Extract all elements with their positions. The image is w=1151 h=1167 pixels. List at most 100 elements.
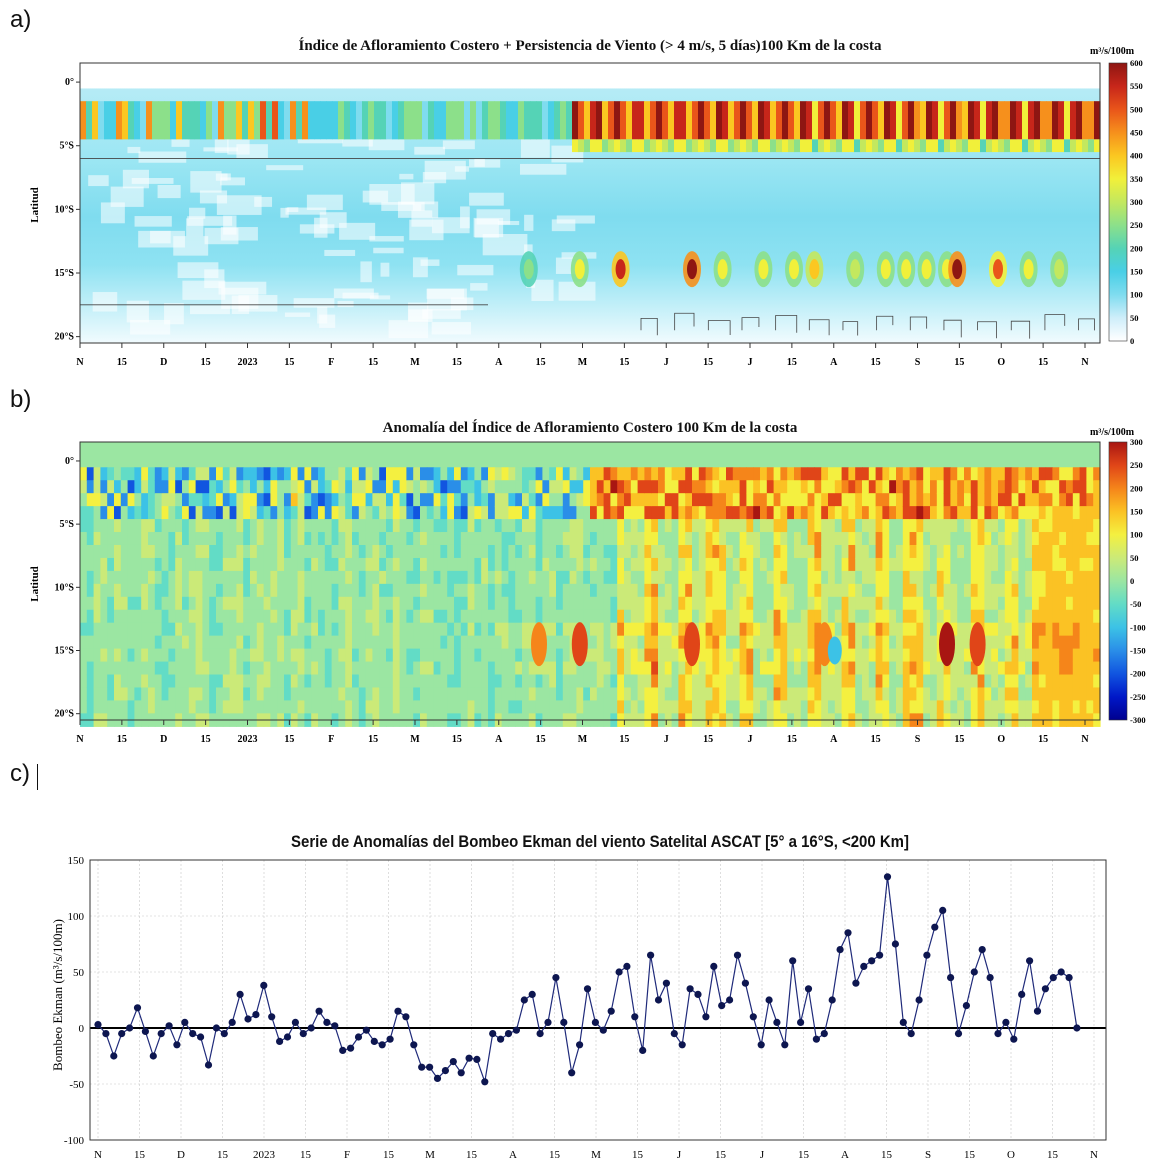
b-cell: [1072, 583, 1081, 598]
b-cell: [1059, 467, 1067, 481]
b-cell: [800, 570, 809, 585]
a-cell: [998, 101, 1005, 140]
b-cell: [535, 532, 543, 546]
a-cell: [920, 101, 927, 140]
b-cell: [1052, 674, 1060, 689]
b-cell: [556, 557, 564, 572]
b-cell: [324, 700, 333, 714]
b-cell: [977, 700, 985, 714]
b-cell: [86, 467, 95, 481]
b-cell: [1004, 609, 1013, 624]
b-cell: [1093, 674, 1101, 689]
b-cell: [406, 570, 414, 585]
b-cell: [168, 583, 176, 598]
b-cell: [807, 609, 815, 624]
b-cell: [440, 557, 448, 572]
b-xtick-label: 15: [117, 734, 127, 745]
b-cell: [256, 570, 265, 585]
b-cell: [651, 493, 659, 507]
b-cell: [1032, 648, 1040, 663]
b-cell: [671, 687, 679, 702]
a-cell: [542, 101, 549, 140]
b-cell: [671, 635, 679, 650]
b-cell: [1093, 583, 1101, 598]
b-cell: [107, 609, 115, 624]
b-cell: [868, 609, 877, 624]
b-cell: [216, 661, 224, 676]
a-cell: [1076, 101, 1083, 140]
b-cell: [902, 519, 911, 533]
b-cell: [1018, 480, 1026, 494]
a-cell: [314, 101, 321, 140]
b-cell: [406, 674, 414, 689]
b-cell: [630, 687, 639, 702]
b-cell: [358, 648, 367, 663]
b-cell: [957, 622, 965, 637]
b-cell: [290, 635, 299, 650]
b-cell: [957, 635, 965, 650]
b-cell: [1093, 635, 1101, 650]
b-cell: [875, 609, 883, 624]
b-cell: [290, 596, 299, 611]
b-cell: [828, 661, 836, 676]
b-cell: [930, 557, 938, 572]
a-cell: [638, 139, 645, 153]
b-cell: [1072, 557, 1081, 572]
b-cell: [726, 648, 734, 663]
b-cell: [141, 493, 149, 507]
b-cell: [834, 544, 843, 559]
b-cell: [862, 467, 870, 481]
b-cell: [528, 596, 537, 611]
a-cell: [474, 218, 499, 238]
b-cell: [250, 544, 258, 559]
a-cell: [482, 233, 528, 256]
b-cell: [1045, 493, 1053, 507]
b-cell: [86, 635, 95, 650]
b-cell: [991, 519, 999, 533]
b-cell: [318, 687, 326, 702]
b-cell: [807, 674, 815, 689]
b-cell: [630, 570, 639, 585]
b-cell: [1079, 506, 1087, 520]
b-cell: [100, 661, 108, 676]
text-cursor: [37, 764, 38, 790]
b-cell: [664, 544, 673, 559]
c-data-point: [931, 923, 939, 931]
b-cell: [685, 700, 693, 714]
b-cell: [991, 700, 999, 714]
b-cell: [236, 519, 244, 533]
b-cell: [216, 648, 224, 663]
b-cell: [984, 532, 992, 546]
b-cell: [528, 544, 537, 559]
b-cell: [263, 480, 271, 494]
b-cell: [481, 687, 489, 702]
b-cell: [331, 700, 339, 714]
b-cell: [896, 674, 904, 689]
b-cell: [406, 519, 414, 533]
c-data-point: [947, 974, 955, 982]
b-cell: [692, 583, 700, 598]
b-cell: [1059, 700, 1067, 714]
b-cell: [284, 583, 292, 598]
b-xtick-label: N: [76, 734, 84, 745]
c-data-point: [433, 1074, 442, 1082]
b-cell: [930, 687, 938, 702]
b-cell: [107, 532, 115, 546]
a-cell: [926, 139, 933, 153]
b-xtick-label: S: [915, 734, 921, 745]
b-cell: [256, 480, 265, 494]
a-cell: [788, 101, 795, 140]
b-cell: [250, 519, 258, 533]
b-cell: [902, 467, 911, 481]
b-cell: [821, 506, 829, 520]
b-cell: [773, 635, 781, 650]
c-data-point: [662, 979, 671, 987]
b-cell: [270, 622, 278, 637]
a-cell: [944, 101, 951, 140]
b-cell: [698, 687, 707, 702]
b-cell: [1025, 557, 1033, 572]
b-cell: [324, 635, 333, 650]
b-cell: [556, 700, 564, 714]
b-cell: [685, 532, 693, 546]
b-cell: [413, 467, 421, 481]
